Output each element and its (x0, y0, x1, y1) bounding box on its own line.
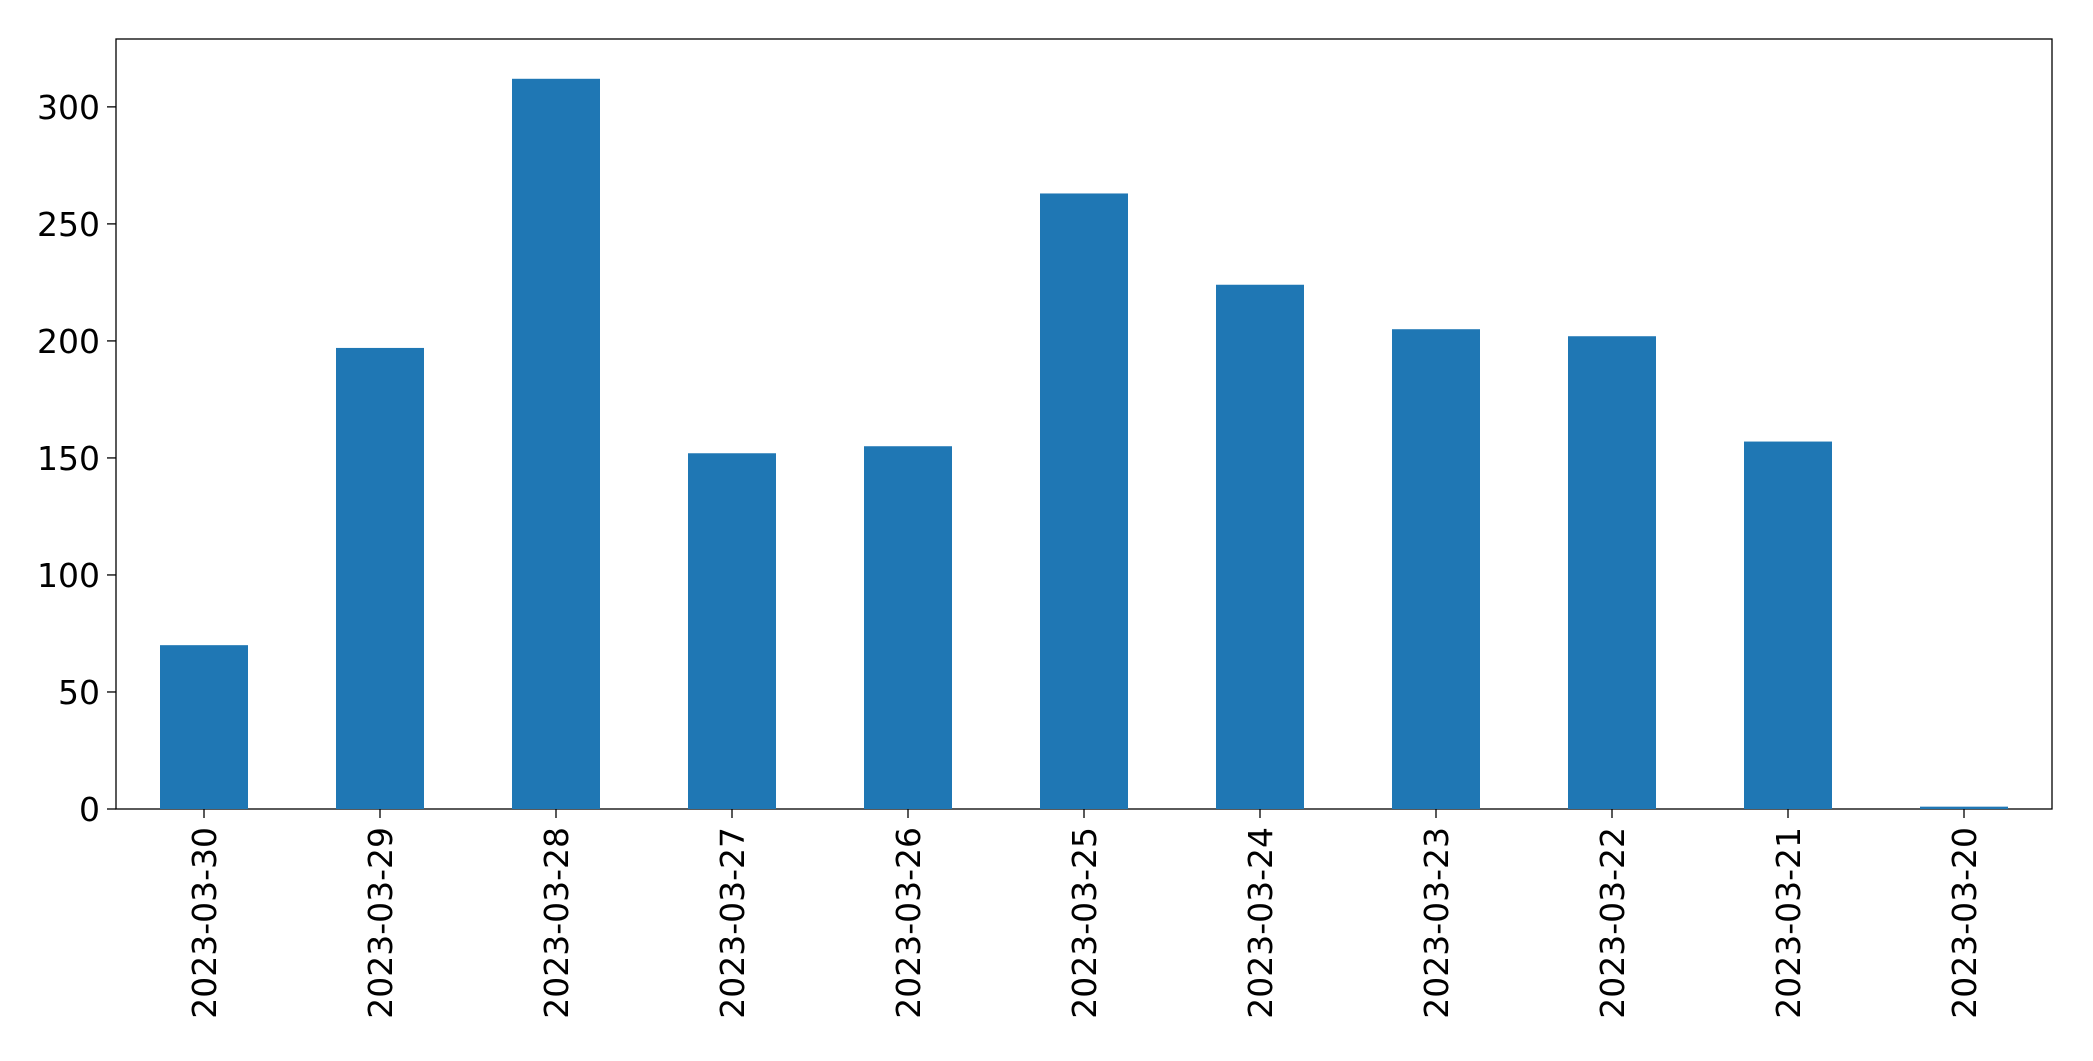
bar (688, 453, 776, 809)
bar (864, 446, 952, 809)
x-tick-label: 2023-03-23 (1417, 827, 1456, 1019)
x-tick-label: 2023-03-28 (537, 827, 576, 1019)
x-tick-label: 2023-03-20 (1945, 827, 1984, 1019)
y-tick-label: 200 (37, 322, 100, 361)
x-tick-label: 2023-03-29 (361, 827, 400, 1019)
bar (1744, 441, 1832, 809)
bar (1568, 336, 1656, 809)
x-tick-label: 2023-03-22 (1593, 827, 1632, 1019)
x-tick-label: 2023-03-30 (185, 827, 224, 1019)
bar (1040, 193, 1128, 809)
x-tick-label: 2023-03-27 (713, 827, 752, 1019)
y-tick-label: 150 (37, 439, 100, 478)
y-tick-label: 0 (79, 790, 100, 829)
bar (1920, 806, 2008, 809)
x-tick-label: 2023-03-25 (1065, 827, 1104, 1019)
bar (512, 78, 600, 809)
y-tick-label: 100 (37, 556, 100, 595)
y-tick-label: 300 (37, 88, 100, 127)
bar (1392, 329, 1480, 809)
y-tick-label: 50 (58, 673, 100, 712)
x-tick-label: 2023-03-26 (889, 827, 928, 1019)
bar (1216, 284, 1304, 809)
bar (336, 347, 424, 809)
bar (160, 645, 248, 809)
x-tick-label: 2023-03-24 (1241, 827, 1280, 1019)
x-tick-label: 2023-03-21 (1769, 827, 1808, 1019)
y-tick-label: 250 (37, 205, 100, 244)
